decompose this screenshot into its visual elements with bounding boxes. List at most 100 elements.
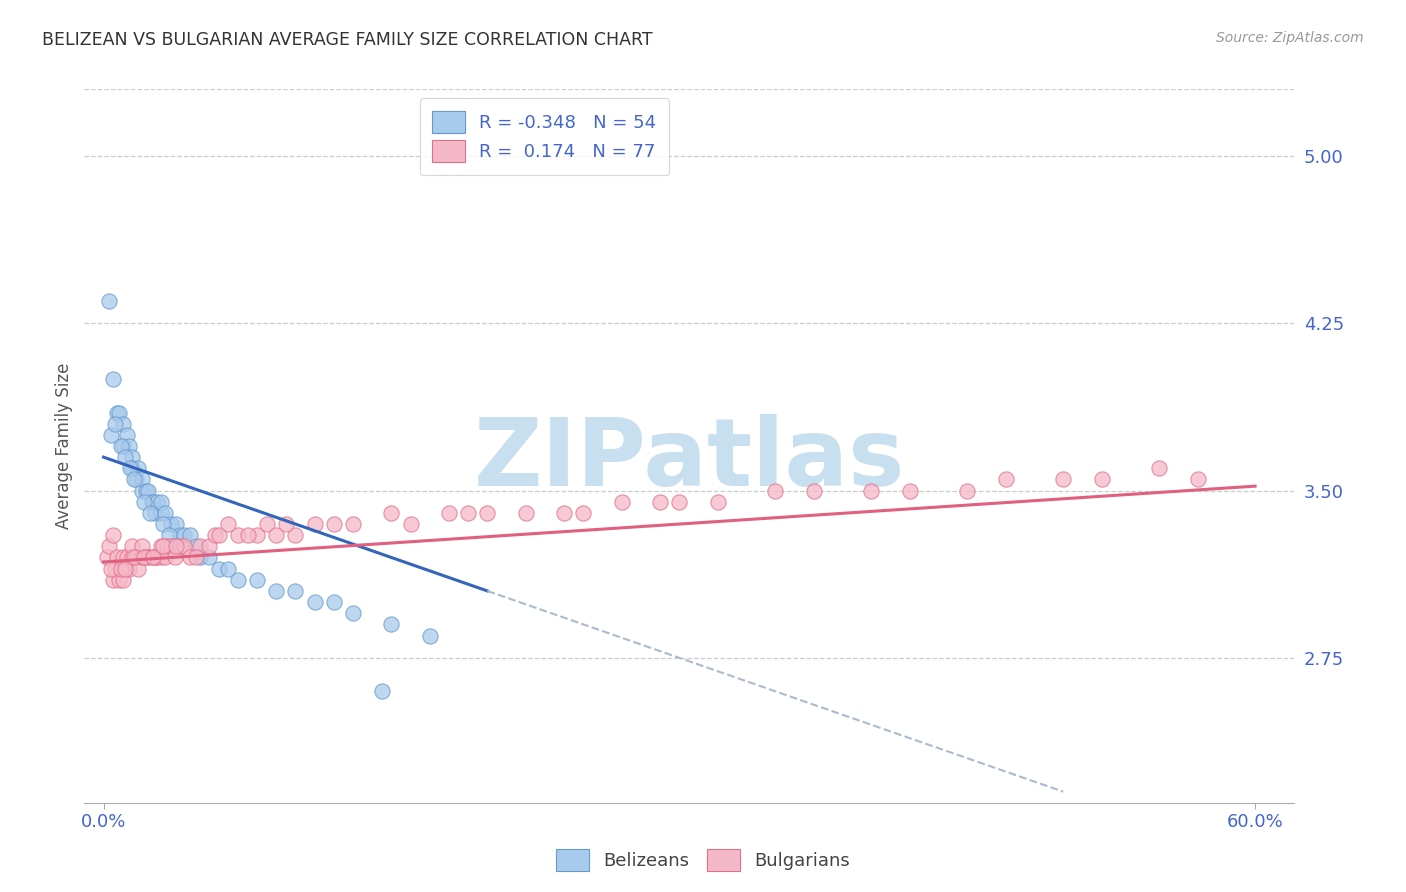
Point [141, 494, 163, 508]
Point [179, 528, 201, 542]
Point [125, 550, 148, 565]
Point [803, 483, 825, 498]
Point [304, 516, 326, 531]
Point [101, 573, 124, 587]
Point [131, 483, 153, 498]
Point [1052, 472, 1074, 486]
Point [342, 606, 364, 620]
Point [256, 516, 278, 531]
Point [173, 528, 195, 542]
Point [122, 472, 145, 486]
Legend: Belizeans, Bulgarians: Belizeans, Bulgarians [548, 842, 858, 879]
Point [266, 528, 288, 542]
Point [159, 539, 181, 553]
Point [131, 472, 153, 486]
Point [98, 539, 121, 553]
Point [142, 550, 165, 565]
Point [380, 617, 402, 632]
Point [217, 562, 239, 576]
Point [127, 562, 149, 576]
Point [152, 539, 174, 553]
Point [572, 506, 595, 520]
Point [198, 550, 221, 565]
Point [179, 550, 201, 565]
Point [121, 539, 143, 553]
Point [122, 550, 145, 565]
Point [266, 583, 288, 598]
Point [284, 528, 307, 542]
Point [166, 516, 188, 531]
Point [860, 483, 883, 498]
Point [246, 573, 269, 587]
Point [169, 539, 191, 553]
Point [111, 573, 134, 587]
Point [127, 461, 149, 475]
Point [1147, 461, 1170, 475]
Point [115, 550, 138, 565]
Point [150, 539, 173, 553]
Point [98, 293, 121, 308]
Point [150, 550, 173, 565]
Point [322, 595, 344, 609]
Point [371, 684, 394, 698]
Point [157, 528, 180, 542]
Point [208, 528, 231, 542]
Point [135, 550, 157, 565]
Point [650, 494, 672, 508]
Point [553, 506, 575, 520]
Point [111, 417, 134, 431]
Point [105, 550, 128, 565]
Point [111, 550, 134, 565]
Point [184, 539, 207, 553]
Point [101, 372, 124, 386]
Point [159, 516, 181, 531]
Point [132, 494, 155, 508]
Point [236, 528, 259, 542]
Point [419, 628, 441, 642]
Point [399, 516, 422, 531]
Point [142, 494, 165, 508]
Point [1090, 472, 1112, 486]
Point [437, 506, 460, 520]
Point [166, 539, 188, 553]
Point [104, 562, 127, 576]
Point [217, 516, 239, 531]
Point [208, 562, 231, 576]
Y-axis label: Average Family Size: Average Family Size [55, 363, 73, 529]
Point [188, 550, 211, 565]
Point [110, 439, 132, 453]
Point [188, 539, 211, 553]
Point [121, 461, 143, 475]
Point [114, 562, 136, 576]
Point [198, 539, 221, 553]
Point [994, 472, 1017, 486]
Point [135, 483, 157, 498]
Point [145, 550, 167, 565]
Point [163, 550, 186, 565]
Point [246, 528, 269, 542]
Point [898, 483, 921, 498]
Point [668, 494, 690, 508]
Point [304, 595, 326, 609]
Point [146, 494, 169, 508]
Point [136, 550, 159, 565]
Point [138, 506, 160, 520]
Point [173, 539, 195, 553]
Point [104, 417, 127, 431]
Point [114, 450, 136, 464]
Point [184, 550, 207, 565]
Point [1187, 472, 1209, 486]
Point [169, 528, 191, 542]
Point [132, 550, 155, 565]
Point [110, 562, 132, 576]
Point [274, 516, 297, 531]
Text: BELIZEAN VS BULGARIAN AVERAGE FAMILY SIZE CORRELATION CHART: BELIZEAN VS BULGARIAN AVERAGE FAMILY SIZ… [42, 31, 652, 49]
Text: Source: ZipAtlas.com: Source: ZipAtlas.com [1216, 31, 1364, 45]
Point [108, 405, 131, 419]
Point [100, 562, 122, 576]
Point [131, 550, 153, 565]
Point [380, 506, 402, 520]
Point [342, 516, 364, 531]
Point [115, 427, 138, 442]
Point [117, 562, 139, 576]
